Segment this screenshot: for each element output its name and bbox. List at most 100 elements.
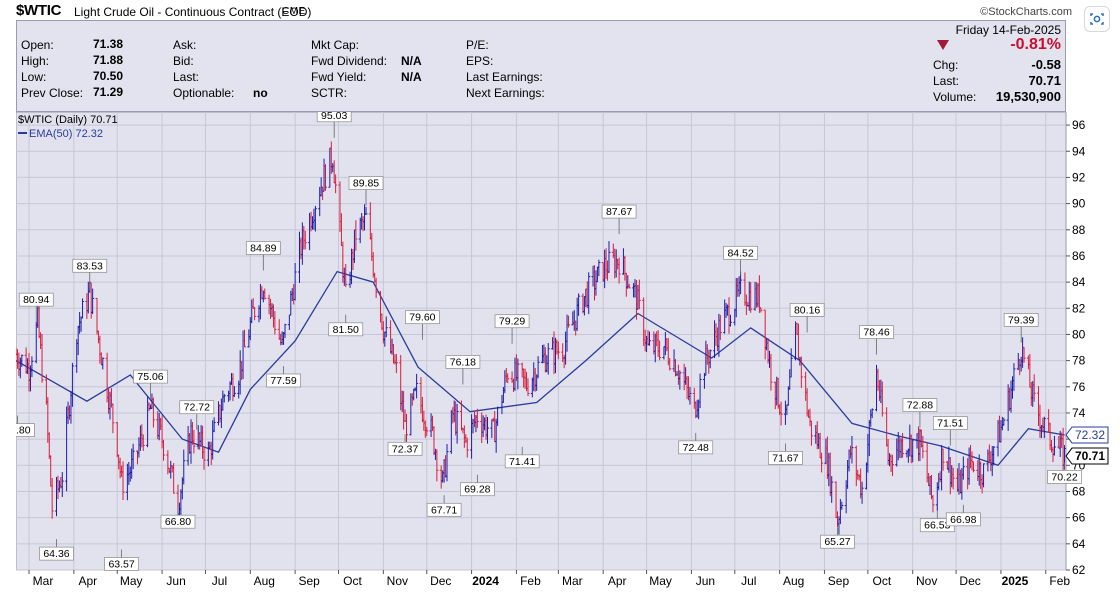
annotation-label: 72.72 (184, 402, 210, 414)
quote-panel: Open: 71.38 High: 71.88 Low: 70.50 Prev … (16, 20, 1066, 112)
legend-price-series: $WTIC (Daily) 70.71 (18, 114, 118, 126)
annotation-label: 69.28 (464, 484, 490, 496)
y-tick-label: 96 (1072, 118, 1086, 132)
price-bar (263, 288, 267, 300)
camera-button[interactable] (1084, 6, 1110, 32)
price-bar (890, 454, 894, 477)
fwd-yield-label: Fwd Yield: (311, 70, 367, 84)
annotation-box (72, 258, 108, 273)
annotation-label: 95.03 (321, 112, 347, 122)
price-tag-label: 72.32 (1075, 428, 1105, 442)
annotation-box (460, 482, 495, 497)
x-axis: Mar Apr May Jun Jul Aug Sep Oct Nov Dec 2024 Feb Mar… (28, 570, 1070, 588)
annotation-box (1003, 313, 1039, 327)
price-bar (577, 293, 581, 316)
annotation-label: 89.85 (353, 178, 379, 190)
price-bar (404, 413, 408, 447)
annotation-label: 66.80 (165, 516, 191, 528)
price-bar (1052, 435, 1056, 456)
price-bar (273, 311, 277, 335)
price-bar (830, 476, 834, 503)
annotation-label: 87.67 (606, 206, 632, 218)
price-bar (658, 340, 662, 361)
y-tick-label: 86 (1072, 249, 1086, 263)
low-label: Low: (21, 70, 47, 84)
annotation-label: 72.48 (683, 442, 709, 454)
price-bar (779, 401, 783, 426)
price-bar (587, 272, 591, 315)
x-tick-label: Oct (343, 574, 362, 588)
price-bar (728, 314, 732, 327)
x-tick-label: Nov (387, 574, 408, 588)
price-bars-layer (14, 141, 1067, 535)
price-bar (566, 315, 570, 328)
optionable-value: no (253, 86, 268, 100)
fwd-yield-value: N/A (401, 70, 422, 84)
bid-label: Bid: (173, 54, 194, 68)
price-annotation: 87.67 (601, 204, 637, 235)
annotation-label: 81.50 (333, 324, 359, 336)
x-tick-label: Jul (212, 574, 227, 588)
price-bar (668, 357, 672, 371)
annotation-box (18, 292, 54, 307)
price-annotation: 67.71 (426, 495, 462, 517)
annotation-box (245, 241, 281, 255)
annotation-box (494, 314, 530, 329)
price-bar (435, 449, 439, 482)
last-label-mid: Last: (173, 70, 200, 84)
price-chart: 73.80 80.94 64.36 83.53 63.57 75.06 66.80 72.72… (0, 108, 1116, 595)
pe-label: P/E: (466, 38, 489, 52)
eps-label: EPS: (466, 54, 494, 68)
y-tick-label: 92 (1072, 170, 1086, 184)
annotation-box (601, 204, 637, 219)
price-bar (192, 430, 196, 454)
mkt-cap-label: Mkt Cap: (311, 38, 360, 52)
price-bar (698, 373, 702, 409)
annotation-label: 71.51 (937, 418, 963, 430)
price-annotation: 77.59 (266, 365, 301, 388)
last-label: Last: (933, 74, 960, 88)
price-annotation: 75.06 (133, 369, 168, 400)
price-bar (324, 164, 328, 191)
price-bar (536, 356, 540, 379)
y-tick-label: 80 (1072, 327, 1086, 341)
next-earnings-label: Next Earnings: (466, 86, 545, 100)
annotation-label: 80.94 (23, 294, 49, 306)
x-tick-label: Feb (1049, 574, 1070, 588)
price-annotation: 69.28 (460, 474, 495, 497)
price-bar (81, 298, 85, 319)
price-bar (880, 381, 884, 417)
price-bar (647, 331, 651, 346)
price-bar (131, 443, 135, 470)
price-bar (526, 378, 530, 397)
price-bar (1002, 417, 1006, 426)
x-tick-label: Aug (254, 574, 275, 588)
price-bar (415, 373, 419, 399)
price-bar (121, 461, 125, 501)
price-bar (232, 386, 236, 397)
price-annotation: 79.60 (405, 310, 440, 340)
annotation-label: 83.53 (77, 260, 103, 272)
price-bar (749, 282, 753, 313)
annotation-label: 66.98 (950, 514, 976, 526)
y-tick-label: 94 (1072, 144, 1086, 158)
annotation-box (426, 502, 462, 517)
price-bar (222, 393, 226, 403)
x-tick-label: Jun (696, 574, 715, 588)
fwd-dividend-label: Fwd Dividend: (311, 54, 388, 68)
annotation-label: 76.18 (450, 356, 476, 368)
price-bar (1032, 374, 1036, 402)
price-bar (870, 408, 874, 419)
price-annotation: 72.37 (387, 434, 423, 456)
annotation-label: 79.29 (499, 316, 525, 328)
price-bar (678, 370, 682, 390)
annotation-box (789, 303, 825, 317)
x-tick-label: 2025 (1002, 574, 1029, 588)
fwd-dividend-value: N/A (401, 54, 422, 68)
x-tick-label: Jul (741, 574, 756, 588)
price-bar (475, 408, 479, 428)
ema-value-tag: 72.32 (1065, 426, 1109, 444)
chart-name: Light Crude Oil - Continuous Contract (E… (74, 5, 312, 19)
price-annotation: 71.41 (504, 446, 540, 469)
price-bar (243, 329, 247, 348)
